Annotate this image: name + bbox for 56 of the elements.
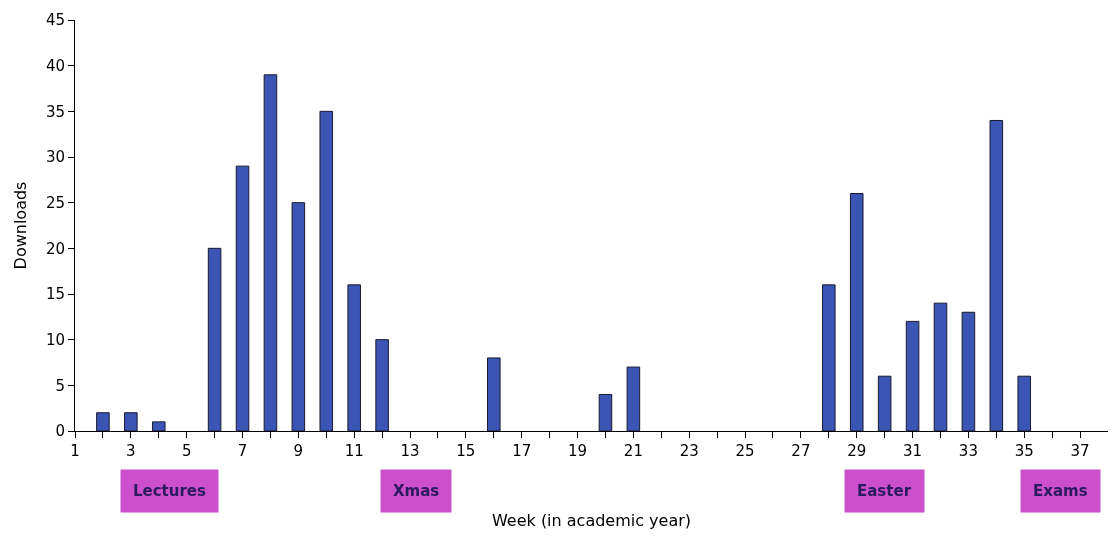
bar: [235, 165, 250, 431]
x-tick-label: 11: [344, 442, 364, 460]
x-tick-label: 7: [237, 442, 248, 460]
y-axis-title: Downloads: [10, 181, 30, 270]
bar: [263, 74, 278, 431]
bar: [933, 302, 948, 431]
x-tick-label: 37: [1070, 442, 1090, 460]
x-axis-title: Week (in academic year): [491, 510, 692, 530]
x-tick-label: 23: [679, 442, 699, 460]
y-tick-label: 30: [45, 148, 65, 167]
bar: [487, 357, 501, 431]
x-tick-label: 25: [735, 442, 755, 460]
bar: [124, 412, 138, 431]
x-tick-label: 21: [623, 442, 643, 460]
bar: [961, 311, 976, 431]
x-tick-label: 15: [456, 442, 476, 460]
y-tick-label: 40: [45, 56, 65, 75]
y-tick-label: 35: [45, 102, 65, 121]
bar: [96, 412, 110, 431]
y-tick-label: 25: [45, 193, 65, 212]
x-tick-label: 5: [181, 442, 192, 460]
bar: [877, 375, 892, 431]
y-tick-label: 20: [45, 239, 65, 258]
bar: [151, 421, 166, 431]
x-tick-label: 33: [958, 442, 978, 460]
bar: [598, 393, 613, 431]
bar: [375, 339, 389, 431]
text: Exams: [1033, 482, 1088, 500]
text: Lectures: [133, 482, 207, 500]
x-tick-label: 29: [847, 442, 867, 460]
y-tick-label: 5: [55, 376, 65, 395]
bar: [849, 193, 864, 431]
x-tick-label: 19: [567, 442, 588, 460]
x-tick-label: 17: [512, 442, 532, 460]
bar: [347, 284, 361, 431]
y-tick-label: 0: [55, 422, 65, 441]
x-tick-label: 3: [126, 442, 136, 460]
y-tick-label: 15: [45, 285, 65, 304]
text: Xmas: [393, 482, 440, 500]
bar: [989, 119, 1004, 431]
y-tick-label: 10: [45, 330, 65, 349]
bar: [319, 110, 334, 431]
bar: [291, 202, 306, 431]
bar: [1017, 375, 1032, 431]
x-tick-label: 31: [903, 442, 923, 460]
bar: [822, 284, 836, 431]
x-tick-label: 1: [70, 442, 80, 460]
text: Easter: [857, 482, 912, 500]
x-tick-label: 13: [400, 442, 420, 460]
bar: [626, 366, 641, 431]
x-tick-label: 9: [293, 442, 304, 460]
y-tick-label: 45: [45, 11, 65, 30]
x-tick-label: 35: [1014, 442, 1034, 460]
bar: [905, 320, 920, 431]
bar: [207, 247, 222, 431]
x-tick-label: 27: [791, 442, 811, 460]
